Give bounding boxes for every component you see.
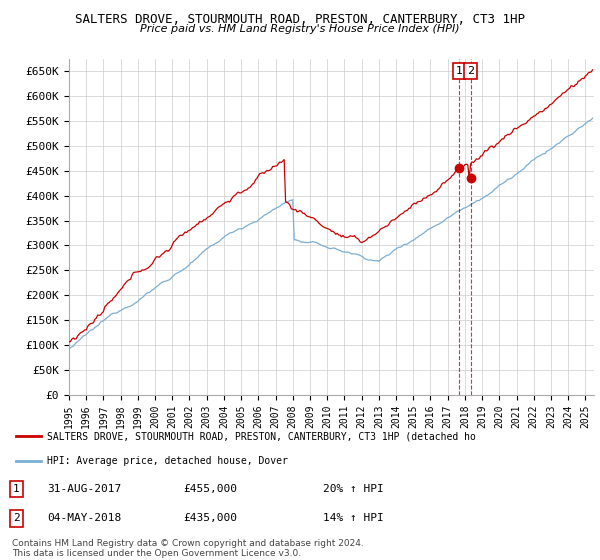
Text: 04-MAY-2018: 04-MAY-2018	[47, 514, 121, 524]
Text: £435,000: £435,000	[184, 514, 238, 524]
Text: SALTERS DROVE, STOURMOUTH ROAD, PRESTON, CANTERBURY, CT3 1HP (detached ho: SALTERS DROVE, STOURMOUTH ROAD, PRESTON,…	[47, 431, 476, 441]
Text: SALTERS DROVE, STOURMOUTH ROAD, PRESTON, CANTERBURY, CT3 1HP: SALTERS DROVE, STOURMOUTH ROAD, PRESTON,…	[75, 13, 525, 26]
Text: 14% ↑ HPI: 14% ↑ HPI	[323, 514, 384, 524]
Text: 2: 2	[467, 66, 474, 76]
Text: HPI: Average price, detached house, Dover: HPI: Average price, detached house, Dove…	[47, 456, 288, 465]
Text: 1: 1	[13, 484, 20, 494]
Text: 31-AUG-2017: 31-AUG-2017	[47, 484, 121, 494]
Text: £455,000: £455,000	[184, 484, 238, 494]
Text: Contains HM Land Registry data © Crown copyright and database right 2024.
This d: Contains HM Land Registry data © Crown c…	[12, 539, 364, 558]
Text: 20% ↑ HPI: 20% ↑ HPI	[323, 484, 384, 494]
Text: 1: 1	[456, 66, 463, 76]
Text: Price paid vs. HM Land Registry's House Price Index (HPI): Price paid vs. HM Land Registry's House …	[140, 24, 460, 34]
Text: 2: 2	[13, 514, 20, 524]
